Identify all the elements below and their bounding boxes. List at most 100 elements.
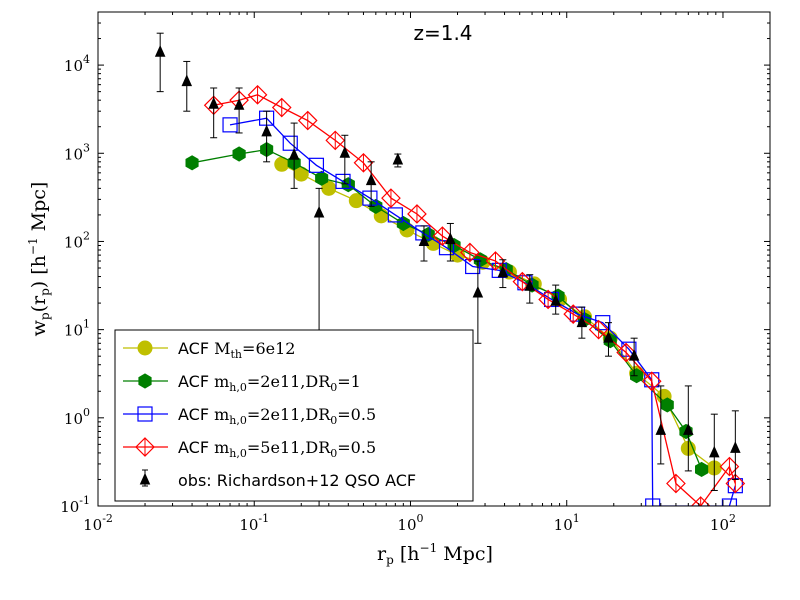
- data-point: [666, 473, 686, 494]
- data-point: [472, 285, 484, 298]
- data-point: [721, 498, 738, 506]
- x-tick-label: 102: [710, 512, 736, 534]
- legend-label: obs: Richardson+12 QSO ACF: [178, 471, 416, 490]
- data-point: [222, 117, 238, 133]
- legend-box: [114, 329, 474, 502]
- error-bar: [210, 87, 218, 139]
- chart-title: z=1.4: [413, 21, 472, 45]
- error-bar: [341, 134, 349, 185]
- x-axis-label-sub: p: [386, 553, 394, 567]
- data-point: [353, 152, 374, 173]
- error-bar: [156, 32, 164, 93]
- data-point: [325, 130, 346, 151]
- error-bar: [235, 87, 243, 134]
- data-point: [569, 306, 585, 322]
- data-point: [407, 204, 427, 224]
- data-point: [288, 148, 300, 160]
- data-point: [308, 157, 325, 173]
- data-point: [362, 190, 378, 206]
- data-point: [233, 98, 245, 110]
- legend-label: ACF mh,0=2e11,DR0=0.5: [178, 405, 376, 427]
- legend-marker: [139, 472, 151, 485]
- data-point: [563, 304, 584, 324]
- data-point: [315, 170, 329, 186]
- data-point: [695, 461, 709, 477]
- legend-marker: [137, 340, 153, 356]
- legend-marker: [137, 406, 153, 422]
- data-point: [655, 423, 667, 435]
- data-point: [185, 155, 199, 171]
- data-point: [683, 423, 694, 435]
- error-bar: [263, 110, 271, 163]
- data-point: [387, 207, 403, 223]
- error-bar: [183, 60, 191, 112]
- data-point: [154, 44, 166, 57]
- data-point: [588, 319, 609, 340]
- legend-label: ACF mh,0=5e11,DR0=0.5: [178, 438, 376, 460]
- data-point: [730, 441, 741, 453]
- data-point: [628, 348, 640, 361]
- plot-frame: [97, 11, 771, 507]
- x-tick-label: 100: [397, 512, 423, 534]
- legend-marker: [135, 437, 155, 457]
- data-point: [348, 193, 364, 209]
- data-point: [524, 279, 536, 291]
- data-point: [181, 74, 193, 87]
- data-point: [339, 146, 351, 158]
- data-point: [365, 173, 377, 186]
- y-axis-label: wp(rp) [h−1 Mpc]: [26, 182, 52, 337]
- data-point: [392, 152, 404, 165]
- data-point: [297, 110, 318, 131]
- y-tick-label: 104: [64, 53, 90, 75]
- data-point: [550, 294, 561, 306]
- y-tick-label: 10-1: [60, 494, 90, 516]
- data-point: [282, 135, 298, 151]
- data-point: [512, 271, 533, 292]
- data-point: [641, 371, 662, 392]
- data-point: [485, 251, 506, 271]
- error-bar: [474, 260, 482, 344]
- data-point: [335, 173, 351, 189]
- y-tick-label: 100: [64, 406, 90, 428]
- data-point: [381, 188, 401, 208]
- legend-label: ACF Mth=6e12: [178, 339, 295, 361]
- data-point: [576, 315, 588, 328]
- data-point: [460, 242, 480, 263]
- data-point: [538, 289, 558, 310]
- data-point: [232, 146, 246, 162]
- x-tick-label: 10-1: [239, 512, 269, 534]
- y-tick-label: 103: [64, 141, 90, 163]
- data-point: [396, 215, 410, 232]
- data-point: [645, 498, 661, 506]
- x-axis-label: rp [h−1 Mpc]: [377, 541, 493, 567]
- data-point: [690, 496, 711, 506]
- y-tick-label: 102: [64, 229, 90, 251]
- data-point: [369, 198, 383, 214]
- data-point: [313, 205, 325, 218]
- data-point: [432, 226, 453, 246]
- legend-marker: [138, 373, 152, 389]
- legend-label: ACF mh,0=2e11,DR0=1: [178, 372, 361, 394]
- data-point: [247, 84, 268, 105]
- legend-entry: ACF Mth=6e12: [123, 339, 295, 361]
- data-point: [271, 97, 292, 118]
- legend-entry: ACF mh,0=2e11,DR0=0.5: [123, 405, 376, 427]
- data-point: [418, 234, 430, 246]
- data-point: [497, 265, 509, 278]
- legend-entry: ACF mh,0=2e11,DR0=1: [123, 372, 361, 394]
- legend: ACF Mth=6e12 ACF mh,0=2e11,DR0=1 ACF mh,0=…: [114, 329, 474, 502]
- data-point: [445, 232, 456, 245]
- data-point: [261, 124, 272, 137]
- data-point: [616, 342, 636, 363]
- data-point: [660, 397, 674, 413]
- data-point: [603, 330, 614, 343]
- data-point: [543, 291, 560, 308]
- legend-entry: obs: Richardson+12 QSO ACF: [139, 469, 416, 490]
- data-point: [208, 96, 219, 109]
- series-line: [229, 117, 736, 506]
- legend-entry: ACF mh,0=5e11,DR0=0.5: [123, 437, 376, 460]
- data-point: [709, 445, 720, 458]
